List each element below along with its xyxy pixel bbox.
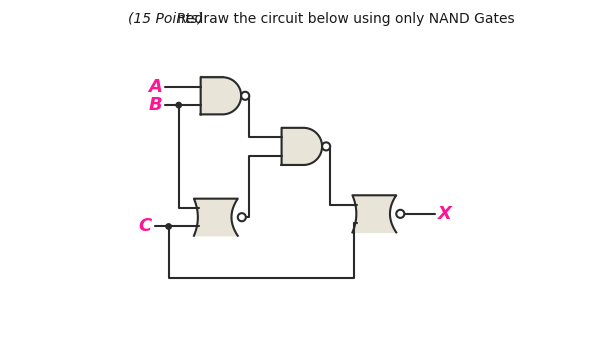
Circle shape — [166, 224, 172, 229]
Circle shape — [176, 102, 181, 108]
Polygon shape — [352, 195, 396, 232]
Text: Redraw the circuit below using only NAND Gates: Redraw the circuit below using only NAND… — [177, 12, 514, 26]
Text: X: X — [438, 205, 452, 223]
Text: A: A — [148, 78, 162, 96]
Circle shape — [241, 92, 249, 100]
Text: C: C — [139, 218, 152, 236]
Circle shape — [238, 213, 246, 221]
Text: B: B — [148, 96, 162, 114]
Polygon shape — [201, 77, 241, 114]
Circle shape — [322, 142, 330, 150]
Polygon shape — [194, 199, 238, 236]
Circle shape — [396, 210, 404, 218]
Polygon shape — [282, 128, 322, 165]
Text: (15 Points): (15 Points) — [128, 12, 208, 26]
